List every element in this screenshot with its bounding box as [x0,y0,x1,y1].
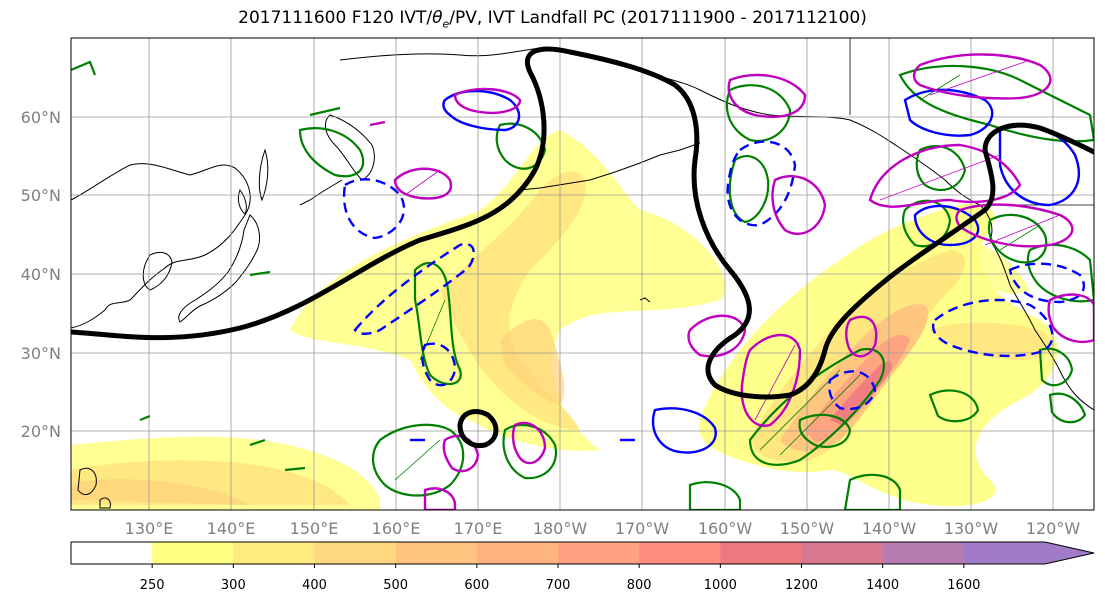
lon-tick-120w: 120°W [1026,519,1081,538]
colorbar-segment [71,542,153,564]
colorbar-segment [720,542,802,564]
lon-tick-130w: 130°W [944,519,999,538]
colorbar-extend-arrow [1045,542,1094,564]
lon-tick-180w: 180°W [533,519,588,538]
colorbar-segment [233,542,315,564]
colorbar-segment [964,542,1046,564]
colorbar-segment [802,542,884,564]
lon-ticks: 130°E 140°E 150°E 160°E 170°E 180°W 170°… [125,519,1081,538]
colorbar-segment [396,542,478,564]
lon-tick-150e: 150°E [290,519,339,538]
lon-tick-150w: 150°W [780,519,835,538]
lon-tick-130e: 130°E [125,519,174,538]
lon-tick-170w: 170°W [615,519,670,538]
colorbar-segment [477,542,559,564]
colorbar-tick-label: 300 [221,578,246,593]
colorbar-tick-label: 1600 [947,578,980,593]
colorbar-ticks: 250 300 400 500 600 700 800 1000 1200 1400 1600 [140,564,981,593]
colorbar-segment [152,542,234,564]
colorbar-tick-label: 250 [140,578,165,593]
colorbar-segment [639,542,721,564]
colorbar-tick-label: 500 [383,578,408,593]
colorbar-tick-label: 400 [302,578,327,593]
lat-tick-40: 40°N [21,265,61,284]
lat-tick-60: 60°N [21,108,61,127]
colorbar-segment [558,542,640,564]
lon-tick-160w: 160°W [698,519,753,538]
lon-tick-170e: 170°E [454,519,503,538]
colorbar-tick-label: 1200 [785,578,818,593]
lon-tick-160e: 160°E [372,519,421,538]
lat-tick-20: 20°N [21,422,61,441]
lat-tick-30: 30°N [21,344,61,363]
lat-tick-50: 50°N [21,186,61,205]
colorbar-segment [315,542,397,564]
colorbar-tick-label: 700 [546,578,571,593]
lat-ticks: 60°N 50°N 40°N 30°N 20°N [21,108,61,441]
lon-tick-140w: 140°W [862,519,917,538]
colorbar-tick-label: 800 [627,578,652,593]
colorbar-segment [883,542,965,564]
colorbar-tick-label: 1000 [704,578,737,593]
lon-tick-140e: 140°E [207,519,256,538]
colorbar-tick-label: 600 [464,578,489,593]
colorbar-segments [71,542,1046,564]
colorbar-tick-label: 1400 [866,578,899,593]
colorbar: 250 300 400 500 600 700 800 1000 1200 1400 1600 [71,542,1094,593]
